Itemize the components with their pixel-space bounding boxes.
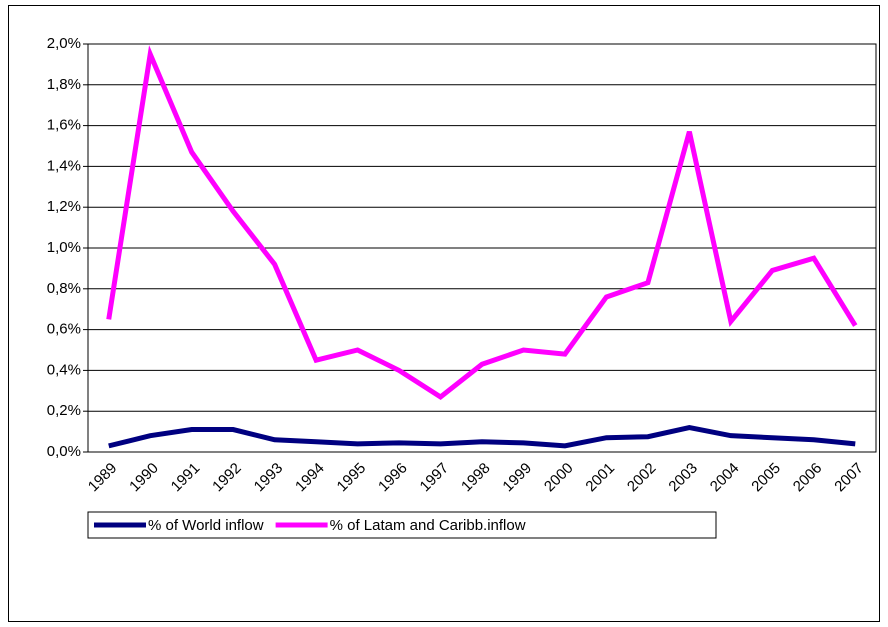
y-tick-label: 1,0% [47, 239, 81, 256]
y-tick-label: 0,2% [47, 402, 81, 419]
y-tick-label: 1,6% [47, 117, 81, 134]
legend-box [87, 511, 717, 539]
legend-label: % of World inflow [148, 517, 264, 534]
y-tick-label: 1,2% [47, 198, 81, 215]
y-tick-label: 0,4% [47, 361, 81, 378]
series-line [106, 45, 858, 400]
y-tick-label: 2,0% [47, 35, 81, 52]
y-tick-label: 0,8% [47, 280, 81, 297]
y-tick-label: 0,6% [47, 321, 81, 338]
y-tick-label: 1,4% [47, 157, 81, 174]
y-tick-label: 1,8% [47, 76, 81, 93]
y-tick-label: 0,0% [47, 443, 81, 460]
series-line [108, 424, 856, 449]
legend-label: % of Latam and Caribb.inflow [330, 517, 526, 534]
